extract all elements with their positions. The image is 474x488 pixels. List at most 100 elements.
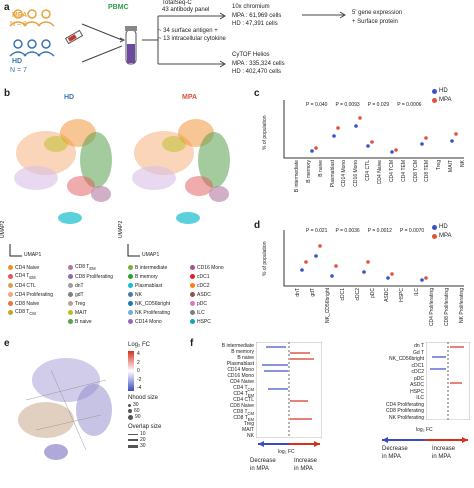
category-label: NK_CD56bright: [325, 288, 332, 324]
category-label: CD4 TCM: [388, 160, 395, 183]
category-label: CD16 Mono: [353, 160, 360, 187]
hd-group-n: N = 7: [10, 67, 27, 74]
legend-swatch: [68, 292, 73, 297]
overlap-value: 10: [140, 431, 146, 437]
category-label: B naive: [317, 160, 324, 177]
panel-c-axes: [283, 100, 464, 159]
category-label: gdT: [310, 288, 317, 297]
fc-tick: 2: [137, 359, 140, 366]
legend-entry: Plasmablast: [128, 281, 190, 290]
legend-entry: CD16 Mono: [190, 263, 248, 272]
row-label: CD4 TEM: [233, 391, 254, 398]
row-label: B intermediate: [221, 343, 254, 349]
legend-swatch: [8, 292, 13, 297]
chromium-hd: HD : 47,391 cells: [232, 21, 278, 27]
category-label: pDC: [369, 288, 376, 299]
row-label: NK_CD56bright: [388, 356, 424, 362]
left-increase: Increase: [294, 458, 318, 464]
hd-group-label: HD: [12, 58, 23, 65]
legend-swatch: [190, 265, 195, 270]
pbmc-label: PBMC: [108, 4, 129, 11]
legend-entry: NK Proliferating: [128, 308, 190, 317]
row-label: CD8 Proliferating: [385, 408, 424, 414]
legend-swatch: [8, 283, 13, 288]
legend-label: cDC1: [197, 273, 210, 280]
panel-d-axes: [283, 230, 464, 287]
legend-swatch: [190, 292, 195, 297]
left-xlabel: log₂ FC: [278, 449, 295, 455]
umap-hd-y-label: UMAP2: [0, 220, 6, 238]
legend-entry: CD8 Proliferating: [68, 272, 128, 281]
panel-f-left-rows: B intermediate B memory B naive Plasmablast…: [196, 343, 254, 439]
legend-label: CD4 Proliferating: [15, 291, 54, 298]
legend-column-1: CD4 Naive CD4 TEM CD4 CTL CD4 Proliferating…: [8, 263, 68, 317]
overlap-value: 20: [140, 437, 146, 443]
row-label: CD4 CTL: [233, 397, 254, 403]
legend-entry: B intermediate: [128, 263, 190, 272]
panel-f-label: f: [190, 338, 194, 349]
row-label: cDC2: [411, 369, 424, 375]
pvalue-d-2: P = 0.0036: [335, 228, 360, 234]
legend-label: CD8 Naive: [15, 300, 40, 307]
legend-column-2: CD8 TEM CD8 Proliferating dnT gdT Treg MAIT B …: [68, 263, 128, 326]
fc-tick: -4: [137, 385, 142, 391]
category-label: CD4 Naive: [377, 160, 383, 185]
legend-label: B intermediate: [135, 264, 168, 271]
chromium-mpa: MPA : 61,969 cells: [232, 13, 282, 19]
readout-surface-protein: + Surface protein: [352, 19, 398, 25]
overlap-value: 30: [140, 443, 146, 449]
legend-entry: CD4 Naive: [8, 263, 68, 272]
umap-mpa-plot: [127, 119, 230, 257]
legend-entry: CD4 Proliferating: [8, 290, 68, 299]
legend-label: CD4 CTL: [15, 282, 36, 289]
row-label: CD14 Mono: [227, 367, 254, 373]
row-label: CD4 TCM: [233, 385, 254, 392]
legend-label: gdT: [75, 291, 84, 298]
legend-label: dnT: [75, 282, 84, 289]
legend-label: B naive: [75, 318, 92, 325]
right-decrease-2: in MPA: [382, 454, 401, 460]
row-label: MAIT: [242, 427, 254, 433]
legend-swatch: [128, 319, 133, 324]
legend-entry: cDC2: [190, 281, 248, 290]
legend-entry: CD8 Naive: [8, 299, 68, 308]
category-label: MAIT: [448, 160, 455, 172]
legend-label: cDC2: [197, 282, 210, 289]
legend-swatch: [190, 301, 195, 306]
legend-swatch: [68, 283, 73, 288]
legend-label: Treg: [75, 300, 86, 307]
legend-swatch: [8, 301, 13, 306]
row-label: CD16 Mono: [227, 373, 254, 379]
legend-entry: CD4 CTL: [8, 281, 68, 290]
totalseq-panel: 43 antibody panel: [162, 7, 210, 13]
umap-hd-title: HD: [64, 94, 75, 101]
legend-entry: NK: [128, 290, 190, 299]
syringe-icon: [64, 29, 84, 45]
legend-mpa: MPA: [439, 96, 452, 103]
legend-swatch: [128, 310, 133, 315]
left-decrease: Decrease: [250, 458, 276, 464]
category-label: ASDC: [384, 288, 391, 302]
umap-mpa-title: MPA: [182, 94, 198, 101]
row-label: Treg: [243, 421, 254, 427]
milo-legends: Log₂ FC 4 2 0 -2 -4 Nhood size 30 60 90 …: [128, 342, 198, 449]
row-label: ILC: [416, 395, 424, 401]
category-label: CD8 TEM: [424, 160, 431, 182]
panel-d-pvalues: P = 0.021 P = 0.0036 P = 0.0012 P = 0.00…: [306, 228, 474, 234]
left-direction-arrow: [258, 441, 320, 447]
panel-a-label: a: [4, 2, 10, 13]
category-label: dnT: [295, 288, 302, 297]
fc-tick: 0: [137, 368, 140, 374]
panel-c-legend: HD MPA: [432, 88, 452, 103]
fc-tick: 4: [137, 351, 140, 357]
legend-entry: CD8 TCM: [8, 308, 68, 317]
category-label: NK: [460, 160, 467, 167]
category-label: CD14 Mono: [341, 160, 348, 187]
nhood-value: 90: [135, 414, 141, 420]
legend-label: CD8 TEM: [75, 263, 96, 271]
legend-label: NK: [135, 291, 142, 298]
pvalue-3: P = 0.029: [367, 102, 390, 108]
legend-column-3: B intermediate B memory Plasmablast NK NK_CD…: [128, 263, 190, 326]
legend-swatch: [68, 274, 73, 279]
legend-swatch: [8, 310, 13, 315]
